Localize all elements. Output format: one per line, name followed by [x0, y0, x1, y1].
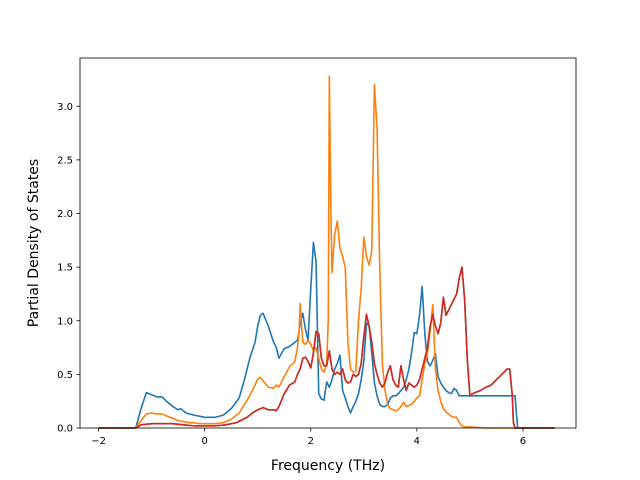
y-tick-label: 1.5: [57, 263, 73, 274]
x-axis-ticks: −2 0 2 4 6: [91, 428, 526, 447]
y-tick-label: 2.5: [57, 155, 73, 166]
y-tick-label: 2.0: [57, 209, 73, 220]
y-tick-label: 0.5: [57, 370, 73, 381]
x-axis-label: Frequency (THz): [271, 458, 385, 474]
series-layer: [98, 75, 555, 429]
series-line-2: [98, 75, 555, 429]
y-tick-label: 0.0: [57, 424, 73, 435]
x-tick-label: 0: [201, 436, 207, 447]
x-tick-label: −2: [91, 436, 106, 447]
y-tick-label: 1.0: [57, 316, 73, 327]
y-axis-label: Partial Density of States: [26, 159, 42, 327]
series-line-1: [98, 241, 555, 429]
x-tick-label: 4: [414, 436, 420, 447]
y-axis-ticks: 0.0 0.5 1.0 1.5 2.0 2.5 3.0: [57, 102, 80, 435]
x-tick-label: 6: [520, 436, 526, 447]
plot-frame: [79, 57, 577, 429]
y-tick-label: 3.0: [57, 102, 73, 113]
series-line-4: [98, 266, 555, 429]
x-tick-label: 2: [308, 436, 314, 447]
